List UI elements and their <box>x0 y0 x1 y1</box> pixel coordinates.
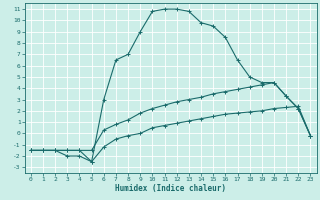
X-axis label: Humidex (Indice chaleur): Humidex (Indice chaleur) <box>115 184 226 193</box>
